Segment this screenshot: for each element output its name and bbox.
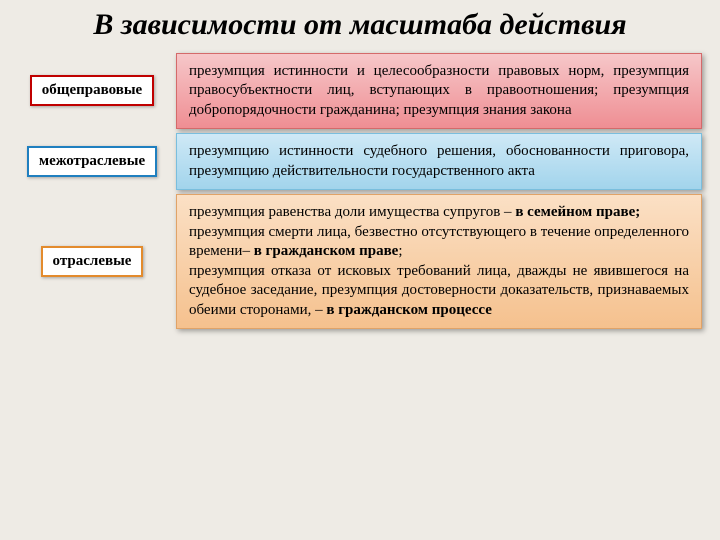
label-general: общеправовые xyxy=(30,75,154,106)
row-general: общеправовые презумпция истинности и цел… xyxy=(18,53,702,130)
plain-text: ; xyxy=(398,243,402,259)
slide: В зависимости от масштаба действия общеп… xyxy=(0,0,720,540)
bold-text: в семейном праве; xyxy=(515,204,640,220)
label-col: межотраслевые xyxy=(18,146,166,177)
row-intersectoral: межотраслевые презумпцию истинности суде… xyxy=(18,133,702,190)
bold-text: в гражданском процессе xyxy=(326,302,492,318)
label-col: отраслевые xyxy=(18,246,166,277)
bold-text: в гражданском праве xyxy=(254,243,399,259)
content-general: презумпция истинности и целесообразности… xyxy=(176,53,702,130)
slide-title: В зависимости от масштаба действия xyxy=(18,8,702,43)
label-sectoral: отраслевые xyxy=(41,246,144,277)
label-intersectoral: межотраслевые xyxy=(27,146,157,177)
row-sectoral: отраслевые презумпция равенства доли иму… xyxy=(18,194,702,329)
content-intersectoral: презумпцию истинности судебного решения,… xyxy=(176,133,702,190)
content-sectoral: презумпция равенства доли имущества супр… xyxy=(176,194,702,329)
label-col: общеправовые xyxy=(18,75,166,106)
plain-text: презумпция равенства доли имущества супр… xyxy=(189,204,515,220)
